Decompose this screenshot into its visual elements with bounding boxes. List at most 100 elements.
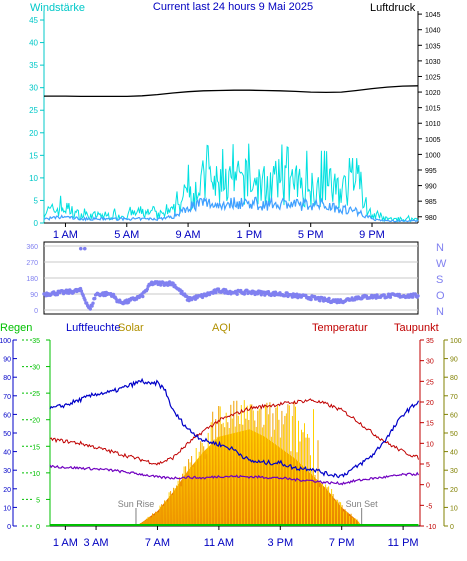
direction-tick-label: 270 — [26, 260, 38, 267]
gust-series-line — [43, 143, 419, 224]
panel3-x-label: 3 PM — [267, 537, 293, 549]
direction-point — [79, 289, 84, 293]
direction-point — [290, 295, 295, 299]
temperature-tick-label: -5 — [426, 503, 432, 510]
humidity-tick-label: 0 — [7, 524, 11, 531]
humidity-tick-label: 20 — [3, 487, 11, 494]
wind-pressure-panel: Windstärke Current last 24 hours 9 Mai 20… — [29, 1, 441, 241]
direction-point — [235, 292, 239, 296]
panel1-x-label: 5 PM — [298, 229, 324, 241]
direction-tick-label: 180 — [26, 276, 38, 283]
compass-label: W — [436, 258, 447, 270]
uv-tick-label: 10 — [450, 505, 458, 512]
direction-tick-label: 360 — [26, 244, 38, 251]
uv-tick-label: 100 — [450, 338, 462, 345]
rain-tick-label: 30 — [32, 365, 40, 372]
direction-point — [91, 301, 95, 305]
direction-point — [82, 246, 87, 251]
uv-tick-label: 60 — [450, 412, 458, 419]
pressure-tick-label: 1010 — [425, 121, 441, 128]
pressure-series-line — [44, 85, 419, 98]
direction-tick-label: 0 — [34, 308, 38, 315]
uv-tick-label: 70 — [450, 394, 458, 401]
wind-tick-label: 10 — [29, 174, 38, 183]
temperature-tick-label: 35 — [426, 338, 434, 345]
panel3-x-label: 11 PM — [388, 537, 419, 549]
wind-series-line — [43, 196, 419, 223]
temperature-tick-label: -10 — [426, 524, 436, 531]
pressure-tick-label: 1025 — [425, 74, 441, 81]
direction-point — [283, 293, 287, 298]
pressure-tick-label: 995 — [425, 168, 437, 175]
direction-point — [411, 295, 415, 299]
panel1-x-label: 1 AM — [53, 229, 78, 241]
humidity-tick-label: 100 — [0, 338, 11, 345]
sun-set-label: Sun Set — [346, 499, 379, 509]
direction-point — [55, 292, 60, 297]
uv-tick-label: 0 — [450, 524, 454, 531]
wind-tick-label: 20 — [29, 129, 38, 138]
rain-tick-label: 15 — [32, 444, 40, 451]
temperature-tick-label: 5 — [426, 462, 430, 469]
wind-tick-label: 5 — [34, 196, 39, 205]
humidity-series-line — [49, 377, 420, 479]
direction-point — [211, 291, 215, 295]
direction-point — [318, 299, 322, 303]
direction-point — [93, 296, 97, 301]
direction-point — [416, 294, 420, 298]
direction-point — [266, 290, 271, 294]
pressure-tick-label: 980 — [425, 215, 437, 222]
direction-point — [309, 297, 313, 302]
uv-tick-label: 20 — [450, 487, 458, 494]
humidity-tick-label: 50 — [3, 431, 11, 438]
humidity-tick-label: 90 — [3, 357, 11, 364]
rain-tick-label: 5 — [36, 497, 40, 504]
pressure-axis-title: Luftdruck — [370, 2, 416, 14]
temperature-tick-label: 25 — [426, 379, 434, 386]
direction-point — [242, 292, 247, 296]
compass-label: N — [436, 306, 444, 318]
direction-point — [145, 287, 149, 291]
wind-tick-label: 35 — [29, 61, 38, 70]
direction-tick-label: 90 — [30, 292, 38, 299]
direction-point — [327, 296, 331, 301]
pressure-tick-label: 990 — [425, 184, 437, 191]
wind-tick-label: 0 — [34, 219, 39, 228]
direction-point — [382, 293, 386, 297]
uv-tick-label: 30 — [450, 468, 458, 475]
legend-label: Regen — [0, 322, 32, 334]
panel1-x-label: 5 AM — [114, 229, 139, 241]
wind-direction-panel: 360 N 270 W 180 S 90 O 0 N — [26, 241, 447, 318]
temperature-tick-label: 15 — [426, 421, 434, 428]
wind-tick-label: 30 — [29, 84, 38, 93]
legend-label: Temperatur — [312, 322, 368, 334]
humidity-tick-label: 70 — [3, 394, 11, 401]
pressure-tick-label: 985 — [425, 199, 437, 206]
uv-tick-label: 80 — [450, 375, 458, 382]
legend-label: Luftfeuchte — [66, 322, 120, 334]
pressure-tick-label: 1035 — [425, 43, 441, 50]
panel1-x-label: 9 PM — [359, 229, 385, 241]
temperature-tick-label: 10 — [426, 441, 434, 448]
legend-label: Taupunkt — [394, 322, 439, 334]
rain-tick-label: 35 — [32, 338, 40, 345]
humidity-tick-label: 10 — [3, 505, 11, 512]
compass-label: S — [436, 274, 443, 286]
temperature-tick-label: 30 — [426, 359, 434, 366]
direction-point — [83, 298, 87, 302]
wind-tick-label: 15 — [29, 151, 38, 160]
direction-point — [78, 246, 83, 251]
pressure-tick-label: 1015 — [425, 106, 441, 113]
pressure-tick-label: 1040 — [425, 28, 441, 35]
wind-tick-label: 25 — [29, 106, 38, 115]
humidity-tick-label: 80 — [3, 375, 11, 382]
direction-point — [214, 290, 218, 295]
legend-label: AQI — [212, 322, 231, 334]
temperature-tick-label: 0 — [426, 483, 430, 490]
wind-axis-title: Windstärke — [30, 2, 85, 14]
direction-point — [141, 294, 145, 299]
temperature-tick-label: 20 — [426, 400, 434, 407]
dewpoint-series-line — [49, 464, 420, 486]
